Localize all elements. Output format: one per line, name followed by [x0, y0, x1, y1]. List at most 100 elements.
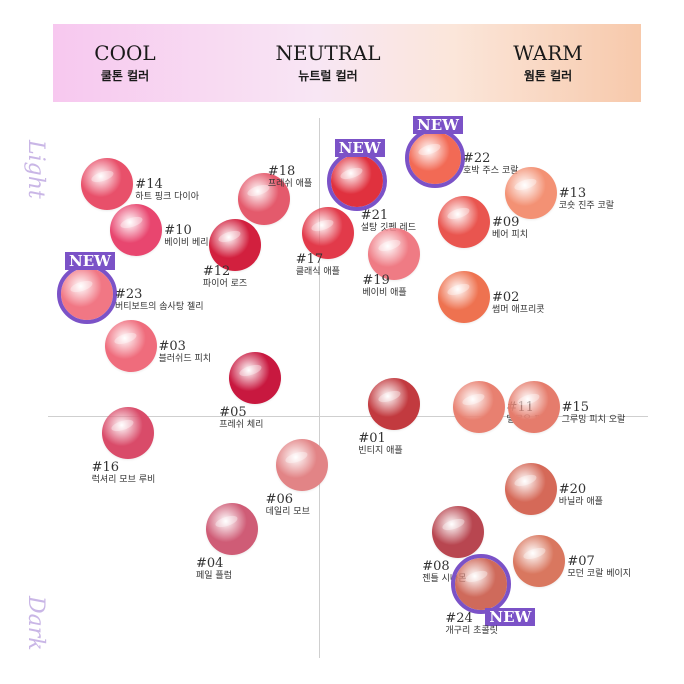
swatch-shine [237, 362, 263, 379]
swatch-18 [237, 172, 290, 225]
swatch-number-19: #19 [362, 272, 390, 288]
swatch-12 [208, 218, 261, 271]
swatch-name-22: 호박 주스 코랄 [463, 165, 519, 176]
new-ring-21 [326, 151, 387, 212]
neutral-label: NEUTRAL [275, 41, 381, 65]
new-badge-23: NEW [65, 252, 115, 271]
swatch-20 [504, 462, 557, 515]
swatch-name-15: 그루밍 피치 오랄 [561, 415, 626, 426]
swatch-number-13: #13 [558, 185, 587, 201]
swatch-number-22: #22 [463, 150, 491, 166]
swatch-shine [214, 513, 240, 530]
warm-label: WARM [513, 41, 583, 65]
swatch-08 [432, 506, 485, 558]
swatch-name-01: 빈티지 애플 [358, 446, 403, 457]
new-badge-22: NEW [413, 115, 463, 134]
swatch-number-01: #01 [358, 431, 386, 447]
light-axis-label: Light [23, 140, 48, 199]
neutral-header: NEUTRAL 뉴트럴 컬러 [258, 42, 398, 84]
swatch-number-12: #12 [202, 263, 231, 279]
warm-header: WARM 웜톤 컬러 [478, 42, 618, 84]
new-ring-22 [405, 127, 465, 188]
swatch-name-07: 모던 코랄 베이지 [567, 569, 632, 579]
swatch-name-24: 개구리 초콜릿 [445, 626, 498, 637]
swatch-shine [513, 176, 538, 193]
swatch-number-05: #05 [219, 405, 247, 421]
swatch-number-14: #14 [135, 177, 163, 192]
swatch-number-08: #08 [422, 559, 450, 574]
swatch-02 [438, 271, 490, 324]
swatch-number-07: #07 [567, 554, 595, 569]
swatch-19 [368, 227, 421, 280]
swatch-number-18: #18 [267, 163, 296, 179]
swatch-15 [507, 381, 560, 434]
swatch-number-21: #21 [360, 208, 389, 224]
warm-sublabel: 웜톤 컬러 [523, 69, 573, 83]
swatch-01 [368, 378, 421, 431]
swatch-number-17: #17 [295, 252, 324, 268]
swatch-number-09: #09 [492, 214, 520, 230]
swatch-17 [301, 207, 354, 260]
swatch-name-20: 바닐라 애플 [558, 496, 603, 507]
cool-header: COOL 쿨톤 컬러 [55, 42, 195, 84]
new-badge-24: NEW [485, 608, 536, 627]
swatch-shine [460, 391, 486, 408]
swatch-name-18: 프레쉬 애플 [267, 178, 313, 189]
swatch-name-05: 프레쉬 체리 [219, 420, 264, 431]
header-band: COOL 쿨톤 컬러 NEUTRAL 뉴트럴 컬러 WARM 웜톤 컬러 [53, 24, 641, 102]
vertical-axis-line [319, 118, 320, 658]
swatch-name-03: 블러쉬드 피치 [158, 354, 212, 365]
swatch-03 [104, 320, 157, 373]
swatch-name-16: 럭셔리 모브 루비 [91, 475, 156, 486]
swatch-shine [446, 205, 472, 222]
swatch-number-15: #15 [561, 400, 590, 416]
swatch-number-10: #10 [164, 223, 192, 239]
swatch-04 [206, 503, 258, 556]
swatch-shine [284, 449, 309, 466]
swatch-16 [101, 407, 154, 460]
cool-label: COOL [94, 41, 156, 65]
swatch-shine [376, 237, 402, 254]
swatch-shine [310, 217, 335, 234]
swatch-number-02: #02 [492, 290, 520, 306]
swatch-shine [110, 417, 135, 434]
swatch-07 [513, 535, 566, 587]
swatch-number-23: #23 [115, 287, 143, 303]
swatch-number-24: #24 [445, 611, 473, 627]
swatch-05 [229, 352, 282, 405]
swatch-name-13: 코숏 진주 코랄 [558, 200, 615, 211]
swatch-name-09: 베어 피치 [492, 229, 528, 240]
swatch-shine [516, 391, 541, 408]
swatch-name-17: 클래식 애플 [295, 267, 340, 278]
horizontal-axis-line [48, 416, 648, 417]
swatch-06 [275, 439, 328, 492]
swatch-name-04: 페일 플럼 [196, 571, 232, 582]
swatch-number-04: #04 [196, 556, 224, 572]
swatch-shine [376, 388, 402, 405]
swatch-10 [110, 204, 163, 257]
swatch-number-06: #06 [265, 492, 294, 508]
swatch-name-14: 하트 핑크 다이아 [135, 192, 199, 202]
swatch-11 [452, 381, 505, 434]
swatch-number-16: #16 [91, 460, 120, 476]
swatch-14 [81, 158, 134, 210]
new-badge-21: NEW [334, 139, 385, 158]
swatch-number-20: #20 [558, 481, 587, 497]
cool-sublabel: 쿨톤 컬러 [100, 69, 150, 83]
swatch-shine [89, 168, 115, 185]
swatch-number-03: #03 [158, 339, 186, 355]
swatch-shine [112, 330, 138, 347]
swatch-name-10: 베이비 베리 [164, 238, 209, 249]
swatch-shine [446, 281, 472, 298]
dark-axis-label: Dark [23, 596, 48, 651]
swatch-shine [521, 545, 547, 562]
swatch-name-19: 베이비 애플 [362, 287, 407, 298]
swatch-name-02: 썸머 애프리콧 [492, 305, 545, 316]
swatch-shine [513, 472, 538, 489]
swatch-shine [440, 516, 466, 533]
swatch-name-06: 데일리 모브 [265, 507, 310, 518]
swatch-name-12: 파이어 로즈 [202, 278, 248, 289]
swatch-shine [217, 229, 243, 246]
swatch-09 [438, 195, 490, 248]
swatch-13 [504, 166, 557, 219]
